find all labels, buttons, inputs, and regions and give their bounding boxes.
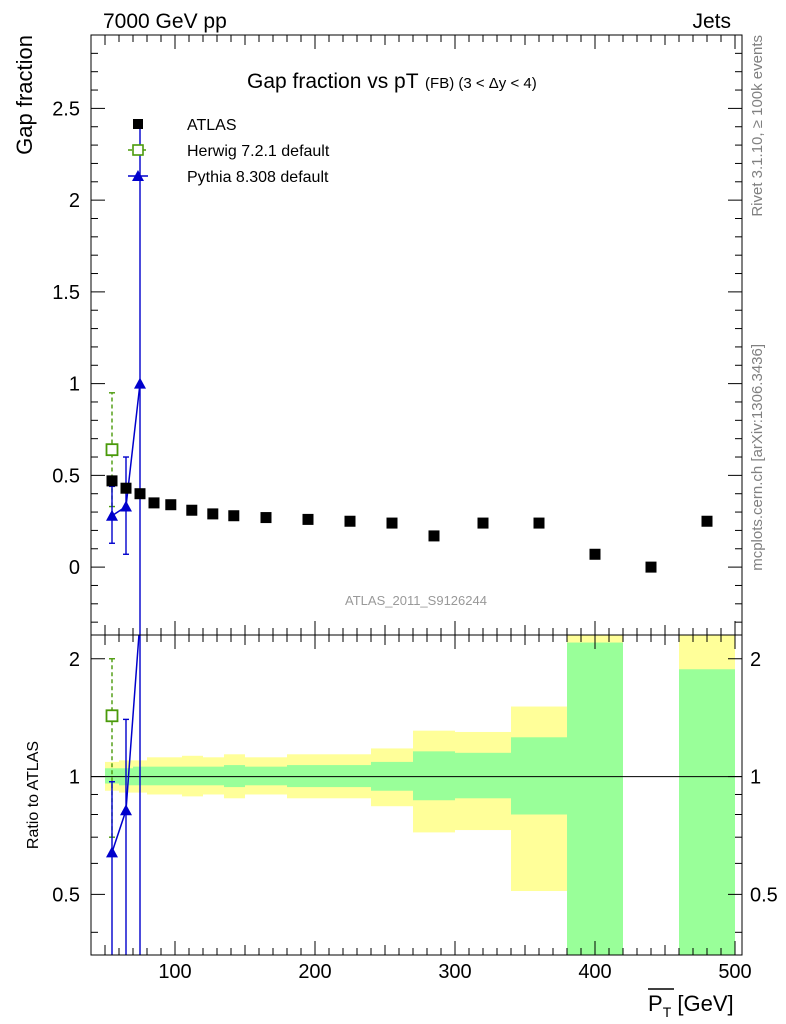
legend-atlas-label: ATLAS	[187, 117, 237, 134]
mcplots-label: mcplots.cern.ch [arXiv:1306.3436]	[749, 344, 766, 571]
ratio-y-tick-label-right: 1	[750, 767, 761, 789]
legend-pythia: Pythia 8.308 default	[128, 169, 329, 186]
ratio-y-ticks: 0.5 0.5 1 1 2 2	[52, 649, 778, 933]
ratio-panel-content	[91, 635, 742, 955]
atlas-main-point	[701, 515, 713, 527]
ratio-y-tick-label-left: 0.5	[52, 884, 80, 906]
legend-herwig-label: Herwig 7.2.1 default	[187, 143, 330, 160]
main-y-tick-label: 2.5	[52, 98, 80, 120]
pythia-series-main	[106, 124, 146, 635]
main-y-ticks: 0 0.5 1 1.5 2 2.5	[52, 52, 742, 623]
atlas-main-point	[134, 488, 146, 500]
ratio-y-tick-label-right: 0.5	[750, 884, 778, 906]
ratio-y-tick-label-left: 1	[69, 767, 80, 789]
ratio-x-tick-label: 200	[298, 961, 331, 983]
legend: ATLAS Herwig 7.2.1 default Pythia 8.308 …	[128, 117, 330, 186]
chart-title-main: Gap fraction vs pT	[247, 70, 419, 93]
ratio-x-ticks: 100 200 300 400 500	[104, 635, 752, 983]
header-right-label: Jets	[692, 10, 731, 33]
main-y-tick-label: 0	[69, 557, 80, 579]
x-axis-title-subscript: T	[663, 1004, 672, 1020]
ratio-green-band	[245, 766, 287, 786]
main-y-tick-label: 1.5	[52, 282, 80, 304]
atlas-main-point	[645, 561, 657, 573]
chart-title-suffix: (FB) (3 < Δy < 4)	[425, 75, 537, 92]
ratio-yellow-bands	[105, 635, 735, 955]
ratio-green-band	[105, 768, 119, 784]
pythia-main-point	[106, 509, 118, 521]
main-x-ticks	[104, 35, 736, 635]
atlas-main-point	[148, 497, 160, 509]
ratio-green-band	[455, 752, 511, 799]
ratio-green-band	[147, 766, 161, 786]
atlas-main-point	[302, 513, 314, 525]
atlas-main-point	[106, 475, 118, 487]
legend-herwig: Herwig 7.2.1 default	[128, 143, 330, 160]
x-axis-title-unit: [GeV]	[671, 991, 733, 1016]
herwig-ratio-point	[105, 709, 119, 723]
pythia-main-point	[120, 500, 132, 512]
ratio-panel-frame	[90, 634, 743, 956]
atlas-main-point	[344, 515, 356, 527]
rivet-version-label: Rivet 3.1.10, ≥ 100k events	[749, 35, 766, 217]
ratio-green-band	[161, 766, 182, 786]
header-left-label: 7000 GeV pp	[103, 10, 227, 33]
atlas-main-point	[477, 517, 489, 529]
x-axis-title-symbol: P	[648, 991, 663, 1016]
herwig-main-point	[105, 443, 119, 457]
chart-title: Gap fraction vs pT (FB) (3 < Δy < 4)	[247, 70, 537, 93]
x-axis-title: PT [GeV]	[648, 988, 734, 1020]
ratio-green-band	[511, 737, 567, 815]
main-y-tick-label: 1	[69, 374, 80, 396]
legend-pythia-label: Pythia 8.308 default	[187, 169, 329, 186]
atlas-main-point	[589, 548, 601, 560]
ratio-x-tick-label: 100	[158, 961, 191, 983]
main-y-tick-label: 2	[69, 190, 80, 212]
top-y-axis-title: Gap fraction	[12, 35, 37, 155]
legend-herwig-marker	[132, 144, 144, 156]
main-y-tick-label: 0.5	[52, 465, 80, 487]
atlas-main-point	[165, 499, 177, 511]
atlas-main-point	[533, 517, 545, 529]
ratio-x-tick-label: 500	[718, 961, 751, 983]
ratio-x-tick-label: 400	[578, 961, 611, 983]
legend-atlas-marker	[133, 119, 143, 129]
ratio-green-band	[203, 766, 224, 786]
pythia-series-ratio	[106, 635, 141, 955]
atlas-main-point	[186, 504, 198, 516]
ratio-y-tick-label-left: 2	[69, 649, 80, 671]
pythia-main-point	[134, 377, 146, 389]
main-panel: ATLAS_2011_S9126244 0 0.5 1 1.5 2 2.5 Gap fra…	[52, 34, 743, 636]
ratio-green-band	[413, 751, 455, 801]
legend-pythia-marker	[132, 170, 144, 181]
watermark-label: ATLAS_2011_S9126244	[345, 593, 487, 608]
ratio-y-tick-label-right: 2	[750, 649, 761, 671]
atlas-main-point	[207, 508, 219, 520]
ratio-green-band	[567, 642, 623, 955]
atlas-series-main	[106, 475, 713, 573]
main-panel-content: ATLAS_2011_S9126244	[105, 124, 713, 635]
atlas-main-point	[260, 512, 272, 524]
ratio-green-band	[182, 766, 203, 786]
atlas-main-point	[228, 510, 240, 522]
ratio-x-tick-label: 300	[438, 961, 471, 983]
ratio-green-band	[679, 669, 735, 955]
atlas-main-point	[386, 517, 398, 529]
pythia-ratio-point	[106, 846, 118, 858]
x-axis-title-text: PT [GeV]	[648, 991, 734, 1020]
atlas-main-point	[428, 530, 440, 542]
bottom-y-axis-title: Ratio to ATLAS	[25, 741, 42, 849]
ratio-panel: 0.5 0.5 1 1 2 2 100 200 300 400 500	[52, 634, 778, 983]
legend-atlas: ATLAS	[133, 117, 237, 134]
pythia-ratio-point	[120, 804, 132, 816]
ratio-green-bands	[105, 642, 735, 955]
atlas-main-point	[120, 482, 132, 494]
